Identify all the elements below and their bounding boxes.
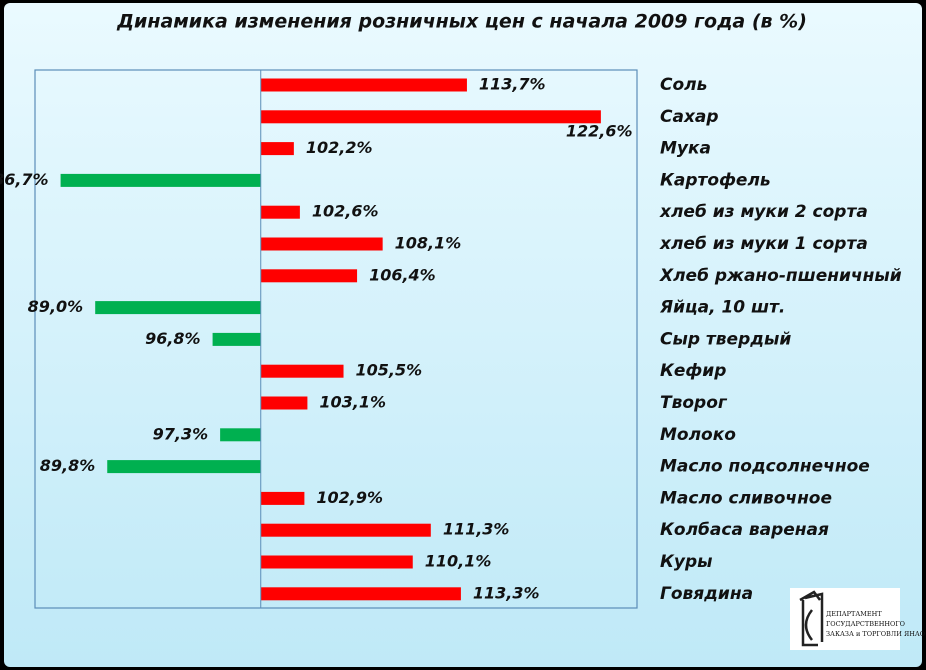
bar — [260, 78, 467, 92]
bar — [260, 142, 294, 156]
category-label: Молоко — [660, 425, 736, 445]
logo: ДЕПАРТАМЕНТ ГОСУДАРСТВЕННОГО ЗАКАЗА и ТО… — [790, 588, 925, 650]
chart-title: Динамика изменения розничных цен с начал… — [116, 11, 807, 33]
bar — [260, 555, 413, 569]
value-label: 89,8% — [40, 456, 96, 475]
category-label: хлеб из муки 2 сорта — [659, 202, 868, 222]
category-label: Хлеб ржано-пшеничный — [659, 266, 902, 286]
value-label: 96,8% — [145, 329, 201, 348]
value-label: 111,3% — [443, 520, 510, 539]
value-label: 122,6% — [566, 121, 633, 140]
category-label: Соль — [660, 75, 707, 95]
value-label: 110,1% — [425, 552, 492, 571]
category-label: хлеб из муки 1 сорта — [659, 234, 868, 254]
logo-text: ЗАКАЗА и ТОРГОВЛИ ЯНАО — [826, 630, 925, 638]
plot-frame — [34, 69, 638, 609]
bar — [60, 173, 261, 187]
logo-text: ГОСУДАРСТВЕННОГО — [826, 620, 905, 628]
bar — [212, 332, 261, 346]
value-label: 86,7% — [0, 170, 49, 189]
bar — [260, 523, 431, 537]
category-label: Сыр твердый — [660, 329, 791, 349]
value-label: 113,3% — [473, 583, 540, 602]
value-label: 97,3% — [153, 424, 209, 443]
value-label: 102,2% — [306, 138, 373, 157]
value-label: 89,0% — [28, 297, 84, 316]
bar — [260, 491, 305, 505]
value-label: 103,1% — [319, 393, 386, 412]
bar — [107, 460, 261, 474]
category-label: Говядина — [660, 584, 753, 604]
value-label: 113,7% — [479, 75, 546, 94]
category-label: Сахар — [660, 107, 719, 127]
category-label: Куры — [660, 552, 713, 572]
value-label: 106,4% — [369, 265, 436, 284]
bar — [260, 237, 383, 251]
bar — [260, 269, 358, 283]
category-label: Масло сливочное — [660, 488, 832, 508]
logo-emblem — [799, 590, 824, 647]
background — [4, 3, 922, 667]
category-label: Картофель — [660, 170, 771, 190]
logo-text: ДЕПАРТАМЕНТ — [826, 610, 882, 618]
bar — [260, 587, 461, 601]
category-label: Яйца, 10 шт. — [659, 298, 785, 318]
bar — [260, 110, 601, 124]
category-label: Творог — [660, 393, 728, 413]
value-label: 105,5% — [356, 361, 423, 380]
bar — [220, 428, 261, 442]
bar — [260, 364, 344, 378]
bar — [260, 396, 308, 410]
value-label: 102,6% — [312, 202, 379, 221]
category-label: Кефир — [660, 361, 726, 381]
value-label: 102,9% — [316, 488, 383, 507]
category-label: Колбаса вареная — [660, 520, 829, 540]
category-label: Мука — [660, 139, 711, 159]
bar — [260, 205, 300, 219]
bar — [95, 301, 261, 315]
category-label: Масло подсолнечное — [660, 457, 870, 477]
value-label: 108,1% — [395, 234, 462, 253]
